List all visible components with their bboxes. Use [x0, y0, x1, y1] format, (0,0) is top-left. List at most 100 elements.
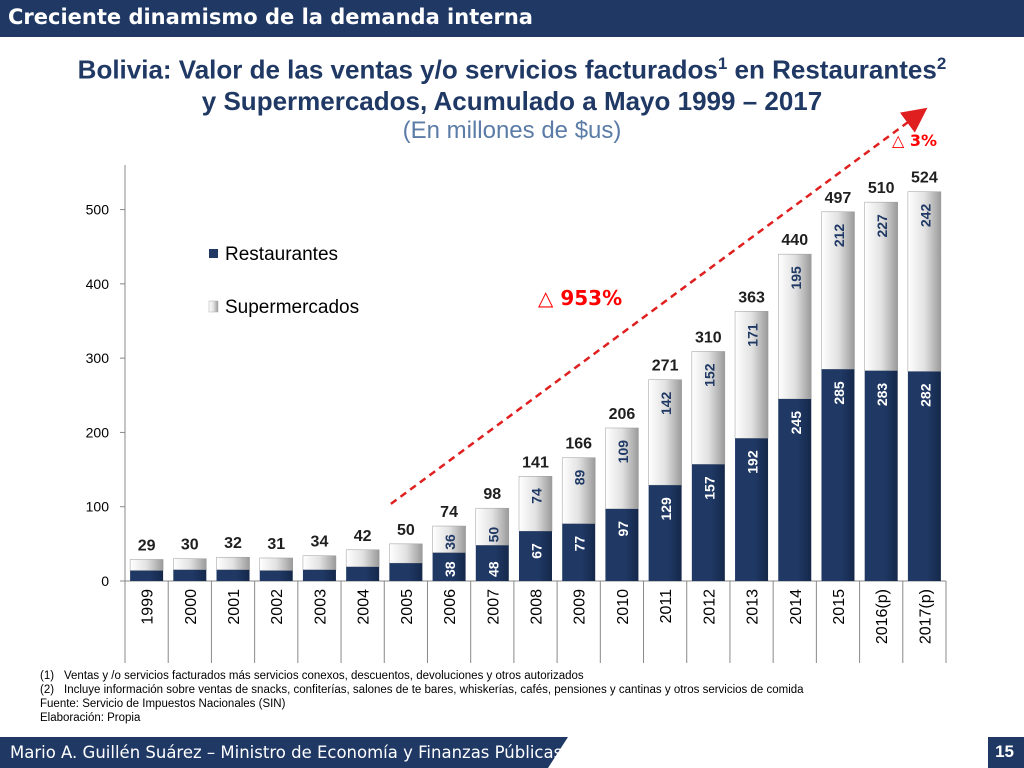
- bar-supermercados: [389, 543, 423, 564]
- restaurantes-value-label: 38: [442, 561, 458, 577]
- supermercados-value-label: 89: [572, 469, 588, 485]
- total-label: 42: [354, 528, 372, 545]
- total-label: 98: [483, 486, 501, 503]
- y-tick-label: 100: [86, 499, 110, 515]
- x-tick-label: 1999: [140, 589, 157, 625]
- bar-restaurantes: [389, 563, 423, 581]
- restaurantes-value-label: 245: [788, 411, 804, 435]
- total-label: 524: [911, 170, 938, 187]
- growth-annotation-last: △ 3%: [892, 131, 937, 150]
- total-label: 74: [440, 504, 458, 521]
- supermercados-value-label: 50: [485, 527, 501, 543]
- x-tick-label: 2017(p): [917, 589, 934, 644]
- bar-restaurantes: [648, 485, 682, 581]
- total-label: 497: [825, 190, 852, 207]
- bar-supermercados: [216, 556, 250, 571]
- header-bar: [0, 0, 1024, 37]
- bar-restaurantes: [173, 569, 207, 581]
- total-label: 440: [781, 232, 808, 249]
- total-label: 166: [565, 436, 592, 453]
- total-label: 29: [138, 537, 156, 554]
- bar-supermercados: [605, 427, 639, 510]
- x-tick-label: 2014: [788, 589, 805, 625]
- total-label: 32: [224, 535, 242, 552]
- supermercados-value-label: 74: [529, 488, 545, 504]
- total-label: 363: [738, 289, 765, 306]
- bar-supermercados: [864, 201, 898, 372]
- bar-restaurantes: [259, 570, 293, 581]
- bar-supermercados: [734, 311, 769, 439]
- trend-arrow: [390, 107, 928, 505]
- restaurantes-value-label: 48: [485, 561, 501, 577]
- bar-supermercados: [691, 351, 726, 465]
- y-tick-label: 400: [86, 276, 110, 292]
- x-tick-label: 2002: [269, 589, 286, 625]
- x-tick-label: 2013: [745, 589, 762, 625]
- footer-author: Mario A. Guillén Suárez – Ministro de Ec…: [10, 743, 563, 762]
- title-line1-mid: en Restaurantes: [727, 54, 937, 85]
- title-line1-main: Bolivia: Valor de las ventas y/o servici…: [77, 54, 718, 85]
- bar-restaurantes: [735, 438, 769, 581]
- x-tick-label: 2012: [701, 589, 718, 625]
- bar-supermercados: [821, 211, 855, 370]
- footer-accent: [548, 737, 988, 768]
- x-tick-label: 2016(p): [874, 589, 891, 644]
- supermercados-value-label: 152: [701, 363, 717, 387]
- supermercados-value-label: 109: [615, 440, 631, 464]
- restaurantes-value-label: 67: [529, 543, 545, 559]
- bar-restaurantes: [864, 370, 898, 581]
- chart-subtitle: (En millones de $us): [402, 117, 622, 144]
- total-label: 510: [868, 180, 895, 197]
- y-tick-label: 0: [101, 573, 109, 589]
- bar-restaurantes: [130, 570, 164, 581]
- title-line2: y Supermercados, Acumulado a Mayo 1999 –…: [201, 85, 823, 116]
- source-note: Fuente: Servicio de Impuestos Nacionales…: [40, 698, 286, 710]
- supermercados-value-label: 195: [788, 266, 804, 290]
- x-tick-label: 2008: [529, 589, 546, 625]
- restaurantes-value-label: 97: [615, 521, 631, 537]
- bar-supermercados: [259, 557, 293, 571]
- supermercados-value-label: 242: [917, 204, 933, 228]
- total-label: 31: [267, 536, 285, 553]
- x-tick-label: 2005: [399, 589, 416, 625]
- bar-restaurantes: [562, 523, 596, 581]
- x-tick-label: 2015: [831, 589, 848, 625]
- x-tick-label: 2010: [615, 589, 632, 625]
- supermercados-value-label: 36: [442, 534, 458, 550]
- restaurantes-value-label: 192: [745, 450, 761, 474]
- bar-supermercados: [561, 457, 596, 525]
- total-label: 30: [181, 537, 199, 554]
- bar-restaurantes: [432, 552, 466, 581]
- x-tick-label: 2011: [658, 589, 675, 624]
- bar-supermercados: [475, 507, 510, 546]
- bar-supermercados: [778, 253, 812, 400]
- chart-svg: 0 100 200 300 400 500 1999 2000 2001 2002 2003 2004…: [86, 107, 947, 663]
- bar-restaurantes: [907, 371, 941, 581]
- restaurantes-value-label: 282: [917, 383, 933, 407]
- bar-supermercados: [432, 525, 466, 554]
- total-label: 34: [311, 534, 329, 551]
- bar-supermercados: [345, 549, 380, 568]
- total-label: 271: [652, 358, 679, 375]
- x-tick-label: 2003: [312, 589, 329, 625]
- total-label: 310: [695, 329, 722, 346]
- bar-restaurantes: [821, 369, 855, 581]
- legend-swatch-supermercados: [208, 300, 219, 313]
- total-label: 141: [522, 454, 549, 471]
- title-sup2: 2: [936, 54, 947, 73]
- bar-restaurantes: [346, 566, 380, 581]
- bar-supermercados: [302, 555, 337, 571]
- header-title: Creciente dinamismo de la demanda intern…: [8, 5, 533, 29]
- supermercados-value-label: 142: [658, 391, 674, 415]
- bar-restaurantes: [691, 464, 725, 581]
- title-sup1: 1: [717, 54, 728, 73]
- x-tick-label: 2009: [572, 589, 589, 625]
- legend-swatch-restaurantes: [209, 249, 218, 258]
- x-tick-label: 2001: [226, 589, 243, 625]
- growth-annotation-total: △ 953%: [538, 286, 622, 310]
- footnotes: (1) Ventas y /o servicios facturados más …: [40, 669, 804, 725]
- bar-restaurantes: [302, 569, 336, 581]
- note-1: (1) Ventas y /o servicios facturados más …: [40, 670, 584, 682]
- bar-restaurantes: [605, 508, 639, 581]
- bar-supermercados: [907, 191, 942, 372]
